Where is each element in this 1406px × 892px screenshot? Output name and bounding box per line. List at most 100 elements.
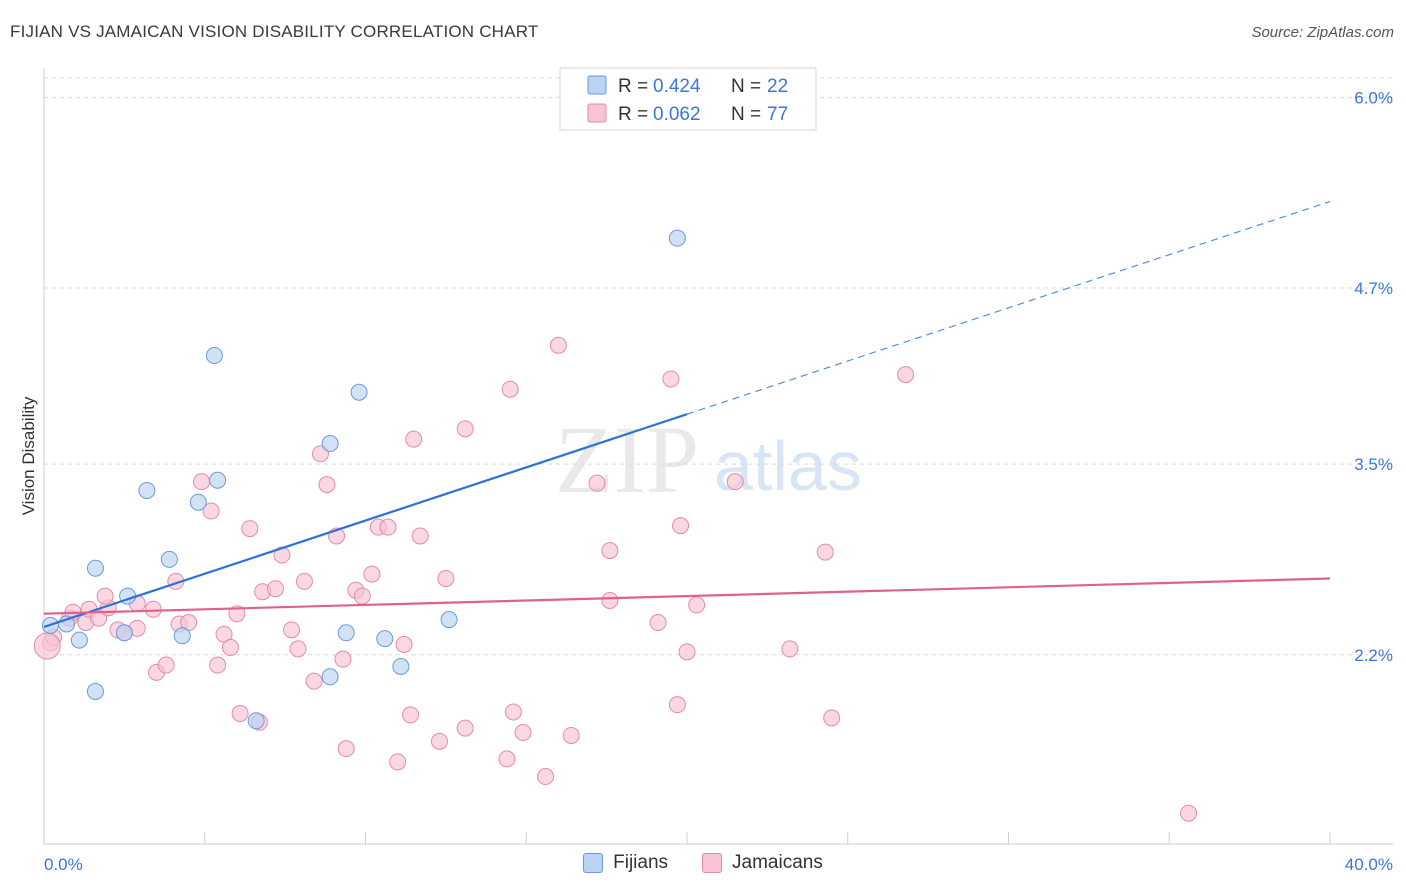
jamaican-point [662, 370, 680, 388]
jamaican-point [437, 569, 455, 587]
legend-jamaican-swatch [587, 103, 607, 123]
legend-jamaican-r-label: R = [618, 104, 648, 125]
fijian-point [247, 712, 265, 730]
jamaican-point [456, 719, 474, 737]
x-tick-label-max: 40.0% [1345, 855, 1393, 874]
fijian-point [209, 471, 227, 489]
legend-jamaican-n-value: 77 [767, 104, 788, 125]
jamaican-point [266, 580, 284, 598]
source-credit: Source: ZipAtlas.com [1251, 24, 1394, 41]
jamaican-point [1180, 804, 1198, 822]
fijian-point [115, 624, 133, 642]
fijian-point [205, 347, 223, 365]
fijian-point [321, 435, 339, 453]
legend-fijian-n-value: 22 [767, 76, 788, 97]
legend-fijian-r-value: 0.424 [653, 76, 701, 97]
jamaican-point [588, 474, 606, 492]
jamaican-point [337, 740, 355, 758]
legend-fijian-swatch [587, 75, 607, 95]
x-tick-label-min: 0.0% [44, 855, 83, 874]
jamaican-point [221, 638, 239, 656]
jamaicans-swatch [702, 853, 723, 873]
legend-item-fijians: Fijians [583, 852, 668, 874]
watermark-atlas: atlas [714, 427, 862, 505]
jamaican-point [389, 753, 407, 771]
trend-lines [43, 200, 1331, 628]
x-axis-ticks [43, 832, 1331, 844]
jamaican-point [231, 704, 249, 722]
jamaican-point [668, 696, 686, 714]
jamaican-point [501, 380, 519, 398]
jamaican-point [456, 420, 474, 438]
jamaican-point [672, 517, 690, 535]
fijian-point [392, 658, 410, 676]
fijian-point [321, 668, 339, 686]
y-tick-label: 6.0% [1354, 88, 1393, 107]
jamaican-point [430, 732, 448, 750]
data-points [33, 229, 1198, 822]
y-axis-label: Vision Disability [19, 396, 38, 515]
watermark-zip: ZIP [555, 406, 699, 513]
fijian-point [189, 493, 207, 511]
jamaican-point [334, 650, 352, 668]
legend-fijian-r-label: R = [618, 76, 648, 97]
fijian-point [70, 631, 88, 649]
jamaican-point [549, 336, 567, 354]
jamaican-point [781, 640, 799, 658]
jamaican-point [241, 520, 259, 538]
y-tick-labels: 2.2% 3.5% 4.7% 6.0% [1354, 88, 1393, 664]
legend-box: R = 0.424 N = 22 R = 0.062 N = 77 [559, 67, 817, 131]
fijians-label: Fijians [613, 852, 669, 873]
jamaican-point [649, 613, 667, 631]
fijian-point [337, 624, 355, 642]
fijian-point [86, 682, 104, 700]
fijian-trend-extension [686, 200, 1331, 415]
jamaican-point [504, 703, 522, 721]
jamaican-point [601, 542, 619, 560]
fijian-point [86, 559, 104, 577]
y-tick-label: 2.2% [1354, 646, 1393, 665]
y-tick-label: 4.7% [1354, 279, 1393, 298]
jamaican-point [395, 635, 413, 653]
jamaican-point [228, 605, 246, 623]
jamaican-point [305, 672, 323, 690]
jamaican-point [823, 709, 841, 727]
jamaican-point [273, 546, 291, 564]
jamaican-point [363, 565, 381, 583]
jamaican-point [816, 543, 834, 561]
fijian-point [173, 627, 191, 645]
bottom-legend: Fijians Jamaicans [0, 852, 1406, 874]
jamaican-trend-line [43, 577, 1331, 615]
jamaican-point [405, 430, 423, 448]
jamaican-point [295, 572, 313, 590]
jamaican-point [688, 596, 706, 614]
chart-title: FIJIAN VS JAMAICAN VISION DISABILITY COR… [10, 22, 539, 41]
fijian-point [668, 229, 686, 247]
fijian-point [376, 630, 394, 648]
jamaican-point [96, 587, 114, 605]
legend-jamaican-n-label: N = [731, 104, 761, 125]
jamaican-point [498, 750, 516, 768]
jamaican-point [209, 656, 227, 674]
jamaican-point [144, 600, 162, 618]
jamaican-point [678, 643, 696, 661]
jamaican-point [897, 366, 915, 384]
jamaican-point [283, 621, 301, 639]
jamaican-point [289, 640, 307, 658]
fijian-point [160, 550, 178, 568]
jamaican-point [379, 518, 397, 536]
jamaican-point [514, 724, 532, 742]
jamaican-point [33, 632, 61, 660]
fijian-trend-line [43, 413, 688, 628]
jamaican-point [353, 587, 371, 605]
jamaican-point [601, 591, 619, 609]
jamaican-point [537, 768, 555, 786]
jamaican-point [726, 473, 744, 491]
y-tick-label: 3.5% [1354, 455, 1393, 474]
gridlines [44, 77, 1393, 656]
legend-fijian-n-label: N = [731, 76, 761, 97]
jamaican-point [562, 726, 580, 744]
jamaican-point [402, 706, 420, 724]
legend-jamaican-r-value: 0.062 [653, 104, 701, 125]
